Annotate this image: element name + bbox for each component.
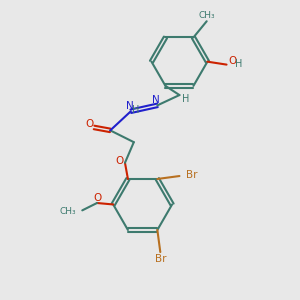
Text: N: N bbox=[125, 101, 133, 111]
Text: H: H bbox=[182, 94, 190, 104]
Text: Br: Br bbox=[154, 254, 166, 263]
Text: CH₃: CH₃ bbox=[60, 207, 76, 216]
Text: H: H bbox=[236, 59, 243, 69]
Text: H: H bbox=[133, 105, 140, 115]
Text: O: O bbox=[228, 56, 236, 66]
Text: CH₃: CH₃ bbox=[199, 11, 216, 20]
Text: O: O bbox=[94, 193, 102, 203]
Text: O: O bbox=[116, 156, 124, 166]
Text: N: N bbox=[152, 95, 160, 105]
Text: O: O bbox=[86, 119, 94, 129]
Text: Br: Br bbox=[186, 169, 197, 180]
